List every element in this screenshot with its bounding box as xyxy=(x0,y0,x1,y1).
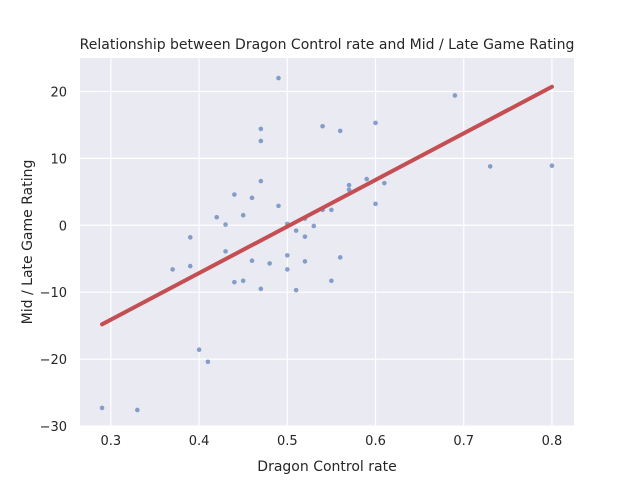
data-point xyxy=(196,347,202,353)
data-point xyxy=(99,405,105,411)
x-tick-label: 0.6 xyxy=(365,434,386,449)
data-point xyxy=(187,263,193,269)
data-point xyxy=(373,201,378,207)
data-point xyxy=(258,178,264,184)
y-tick-label: 0 xyxy=(59,219,67,234)
y-axis-label: Mid / Late Game Rating xyxy=(20,160,36,325)
y-tick-labels: −30 −20 −10 0 10 20 xyxy=(40,85,67,435)
data-point xyxy=(329,207,334,213)
x-tick-label: 0.5 xyxy=(277,434,298,449)
chart-title: Relationship between Dragon Control rate… xyxy=(80,37,575,53)
data-point xyxy=(276,203,281,209)
data-point xyxy=(258,138,264,144)
data-point xyxy=(205,359,211,365)
grid-lines xyxy=(80,58,574,427)
data-point xyxy=(267,261,272,266)
data-point xyxy=(285,267,290,272)
data-point xyxy=(249,258,255,264)
y-tick-label: 10 xyxy=(50,152,67,167)
data-point xyxy=(364,176,369,182)
data-point xyxy=(187,235,193,240)
data-point xyxy=(170,267,175,272)
data-point xyxy=(337,128,343,134)
data-point xyxy=(346,182,352,188)
data-point xyxy=(373,120,378,126)
y-tick-label: −10 xyxy=(40,286,67,301)
data-point xyxy=(232,279,237,285)
data-point xyxy=(346,187,352,193)
data-point xyxy=(285,253,290,258)
data-point xyxy=(223,249,228,254)
y-tick-label: −30 xyxy=(40,420,67,435)
fit-line-group xyxy=(100,84,554,327)
data-point xyxy=(320,123,325,129)
x-tick-label: 0.8 xyxy=(542,434,563,449)
data-point xyxy=(302,234,308,239)
data-point xyxy=(337,255,343,260)
y-tick-label: −20 xyxy=(40,353,67,368)
data-point xyxy=(329,278,334,284)
y-tick-label: 20 xyxy=(50,85,67,100)
data-point xyxy=(258,286,264,292)
data-point xyxy=(240,278,246,284)
data-point xyxy=(240,212,246,218)
data-point xyxy=(293,228,299,233)
x-tick-labels: 0.3 0.4 0.5 0.6 0.7 0.8 xyxy=(101,434,563,449)
data-point xyxy=(214,214,220,220)
data-point xyxy=(452,93,458,98)
data-point xyxy=(311,223,317,229)
data-point xyxy=(232,192,237,197)
data-point xyxy=(249,195,255,201)
data-point xyxy=(135,407,140,413)
x-tick-label: 0.4 xyxy=(189,434,210,449)
data-point xyxy=(293,287,299,293)
fit-line xyxy=(100,84,554,327)
x-axis-label: Dragon Control rate xyxy=(257,459,396,475)
data-point xyxy=(302,259,308,264)
data-point xyxy=(487,164,493,169)
x-tick-label: 0.3 xyxy=(101,434,122,449)
data-point xyxy=(258,126,264,132)
data-point xyxy=(276,75,281,81)
data-point xyxy=(223,222,228,227)
data-point xyxy=(382,180,387,186)
scatter-points xyxy=(99,75,555,413)
x-tick-label: 0.7 xyxy=(453,434,474,449)
data-point xyxy=(549,163,555,169)
